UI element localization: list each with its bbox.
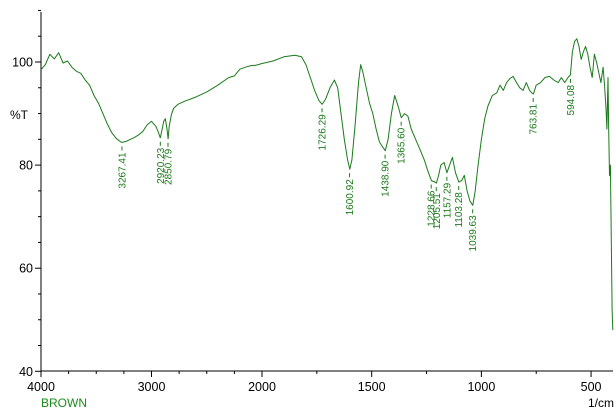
peak-label: 2850.79 xyxy=(163,143,174,185)
x-tick-label: 4000 xyxy=(27,380,55,394)
peak-label: 1438.90 xyxy=(381,155,392,197)
x-tick-label: 1000 xyxy=(467,380,495,394)
peak-label-text: 1103.28 xyxy=(454,192,465,228)
x-tick-label: 1500 xyxy=(358,380,386,394)
peak-label: 1205.51 xyxy=(432,187,443,229)
peak-label-text: 2850.79 xyxy=(163,148,174,185)
peak-label: 594.08 xyxy=(566,79,577,116)
peak-label-text: 763.81 xyxy=(529,104,540,135)
peak-label: 1103.28 xyxy=(454,186,465,227)
x-axis-ticks: 4000 3000 2000 1500 1000 500 xyxy=(27,371,601,394)
y-axis-label: %T xyxy=(10,108,29,122)
axes xyxy=(41,12,613,371)
peak-label-text: 1157.29 xyxy=(442,182,453,218)
peak-label-text: 1365.60 xyxy=(397,127,408,164)
peak-label-text: 1726.29 xyxy=(318,114,329,151)
peak-label-text: 1205.51 xyxy=(432,193,443,230)
x-axis-unit-label: 1/cm xyxy=(588,396,614,410)
sample-name-label: BROWN xyxy=(41,396,87,410)
x-tick-label: 3000 xyxy=(138,380,166,394)
x-tick-label: 2000 xyxy=(248,380,276,394)
peak-labels: 3267.41 2920.232850.791726.291600.921438.… xyxy=(117,79,576,252)
y-tick-label: 80 xyxy=(19,159,33,173)
peak-label-text: 1600.92 xyxy=(345,179,356,216)
peak-label-text: 1438.90 xyxy=(381,160,392,197)
y-tick-label: 60 xyxy=(19,262,33,276)
peak-label: 1365.60 xyxy=(397,122,408,164)
y-axis-ticks: 40 60 80 100 xyxy=(12,10,41,378)
peak-label-text: 3267.41 xyxy=(117,152,128,189)
peak-label: 763.81 xyxy=(529,98,540,135)
peak-label-text: 1039.63 xyxy=(468,215,479,252)
y-tick-label: 40 xyxy=(19,365,33,379)
peak-label: 1157.29 xyxy=(442,177,453,218)
peak-label-text: 594.08 xyxy=(566,84,577,115)
peak-label: 1039.63 xyxy=(468,209,479,251)
peak-label: 1600.92 xyxy=(345,173,356,215)
x-tick-label: 500 xyxy=(581,380,602,394)
peak-label: 1726.29 xyxy=(318,108,329,150)
peak-label: 3267.41 xyxy=(117,146,128,188)
y-tick-label: 100 xyxy=(12,56,33,70)
